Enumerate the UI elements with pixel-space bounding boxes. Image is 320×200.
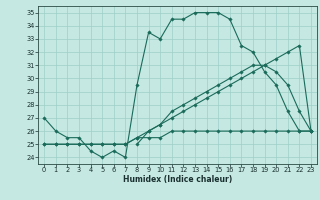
X-axis label: Humidex (Indice chaleur): Humidex (Indice chaleur) xyxy=(123,175,232,184)
